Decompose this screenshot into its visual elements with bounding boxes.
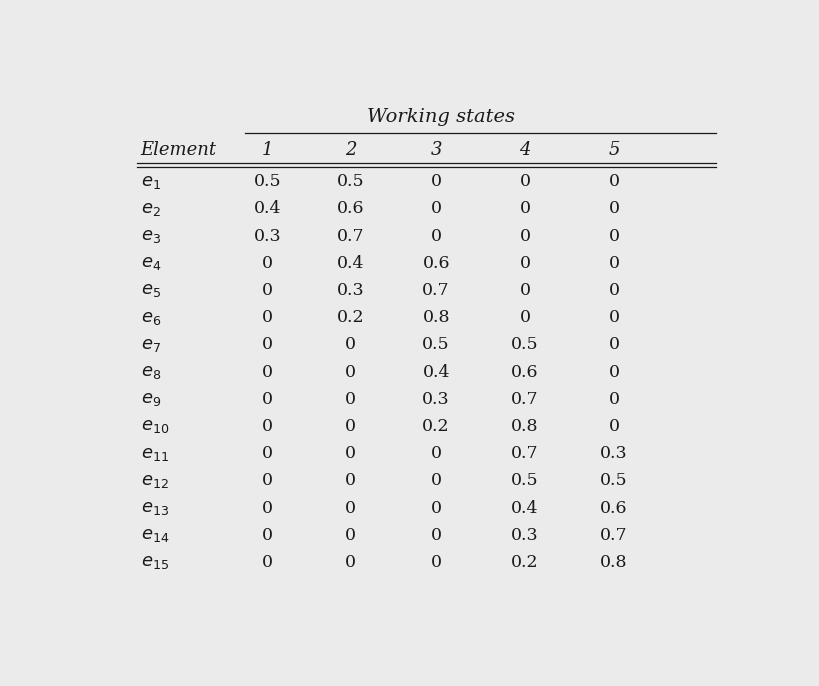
Text: 0: 0 (608, 309, 619, 326)
Text: Working states: Working states (366, 108, 514, 126)
Text: 0: 0 (262, 527, 273, 544)
Text: 0: 0 (345, 364, 355, 381)
Text: 0: 0 (430, 499, 441, 517)
Text: 0: 0 (519, 309, 530, 326)
Text: 0.7: 0.7 (422, 282, 450, 299)
Text: $e_{7}$: $e_{7}$ (141, 336, 161, 354)
Text: 0: 0 (262, 418, 273, 435)
Text: 0: 0 (345, 527, 355, 544)
Text: 0.4: 0.4 (511, 499, 538, 517)
Text: 0.4: 0.4 (336, 255, 364, 272)
Text: 0: 0 (430, 173, 441, 190)
Text: $e_{12}$: $e_{12}$ (141, 472, 168, 490)
Text: 0: 0 (430, 445, 441, 462)
Text: 0: 0 (262, 445, 273, 462)
Text: 0: 0 (262, 309, 273, 326)
Text: 0.8: 0.8 (511, 418, 538, 435)
Text: 0: 0 (345, 391, 355, 407)
Text: 0: 0 (345, 418, 355, 435)
Text: 3: 3 (430, 141, 441, 159)
Text: 0.8: 0.8 (600, 554, 627, 571)
Text: 0.7: 0.7 (336, 228, 364, 244)
Text: 0.5: 0.5 (511, 473, 538, 489)
Text: 0: 0 (430, 527, 441, 544)
Text: $e_{6}$: $e_{6}$ (141, 309, 161, 327)
Text: 0.4: 0.4 (422, 364, 450, 381)
Text: 0: 0 (345, 554, 355, 571)
Text: 0: 0 (519, 282, 530, 299)
Text: $e_{4}$: $e_{4}$ (141, 255, 161, 272)
Text: 0: 0 (519, 228, 530, 244)
Text: $e_{10}$: $e_{10}$ (141, 418, 169, 436)
Text: 1: 1 (261, 141, 274, 159)
Text: 0.6: 0.6 (336, 200, 364, 217)
Text: 0: 0 (519, 200, 530, 217)
Text: 0: 0 (430, 200, 441, 217)
Text: 4: 4 (518, 141, 530, 159)
Text: 0: 0 (262, 554, 273, 571)
Text: 0.5: 0.5 (422, 336, 450, 353)
Text: 0.3: 0.3 (336, 282, 364, 299)
Text: 0: 0 (608, 200, 619, 217)
Text: 0: 0 (608, 173, 619, 190)
Text: 0.7: 0.7 (511, 391, 538, 407)
Text: 0.6: 0.6 (422, 255, 450, 272)
Text: Element: Element (141, 141, 216, 159)
Text: $e_{15}$: $e_{15}$ (141, 554, 169, 571)
Text: 0: 0 (262, 499, 273, 517)
Text: $e_{8}$: $e_{8}$ (141, 363, 161, 381)
Text: 0: 0 (608, 255, 619, 272)
Text: 0: 0 (262, 255, 273, 272)
Text: 0: 0 (262, 364, 273, 381)
Text: $e_{9}$: $e_{9}$ (141, 390, 161, 408)
Text: 0: 0 (262, 473, 273, 489)
Text: 0.4: 0.4 (254, 200, 281, 217)
Text: 2: 2 (344, 141, 355, 159)
Text: 5: 5 (608, 141, 619, 159)
Text: 0.2: 0.2 (336, 309, 364, 326)
Text: $e_{11}$: $e_{11}$ (141, 445, 169, 462)
Text: 0.3: 0.3 (422, 391, 450, 407)
Text: $e_{1}$: $e_{1}$ (141, 173, 161, 191)
Text: 0.3: 0.3 (600, 445, 627, 462)
Text: 0: 0 (519, 255, 530, 272)
Text: 0.5: 0.5 (336, 173, 364, 190)
Text: 0: 0 (262, 282, 273, 299)
Text: 0.7: 0.7 (511, 445, 538, 462)
Text: 0.5: 0.5 (254, 173, 281, 190)
Text: 0: 0 (608, 391, 619, 407)
Text: 0: 0 (345, 499, 355, 517)
Text: 0.3: 0.3 (254, 228, 281, 244)
Text: 0: 0 (608, 282, 619, 299)
Text: 0: 0 (262, 336, 273, 353)
Text: 0.2: 0.2 (511, 554, 538, 571)
Text: 0: 0 (262, 391, 273, 407)
Text: $e_{14}$: $e_{14}$ (141, 526, 169, 544)
Text: 0.8: 0.8 (422, 309, 450, 326)
Text: 0.5: 0.5 (600, 473, 627, 489)
Text: $e_{13}$: $e_{13}$ (141, 499, 169, 517)
Text: 0.6: 0.6 (600, 499, 627, 517)
Text: $e_{2}$: $e_{2}$ (141, 200, 161, 218)
Text: 0: 0 (345, 473, 355, 489)
Text: $e_{3}$: $e_{3}$ (141, 227, 161, 245)
Text: 0: 0 (608, 336, 619, 353)
Text: 0.7: 0.7 (600, 527, 627, 544)
Text: 0: 0 (608, 228, 619, 244)
Text: 0: 0 (345, 336, 355, 353)
Text: 0.5: 0.5 (511, 336, 538, 353)
Text: 0: 0 (519, 173, 530, 190)
Text: $e_{5}$: $e_{5}$ (141, 281, 161, 299)
Text: 0: 0 (608, 364, 619, 381)
Text: 0.3: 0.3 (511, 527, 538, 544)
Text: 0: 0 (430, 554, 441, 571)
Text: 0: 0 (430, 473, 441, 489)
Text: 0: 0 (430, 228, 441, 244)
Text: 0: 0 (345, 445, 355, 462)
Text: 0.2: 0.2 (422, 418, 450, 435)
Text: 0: 0 (608, 418, 619, 435)
Text: 0.6: 0.6 (511, 364, 538, 381)
